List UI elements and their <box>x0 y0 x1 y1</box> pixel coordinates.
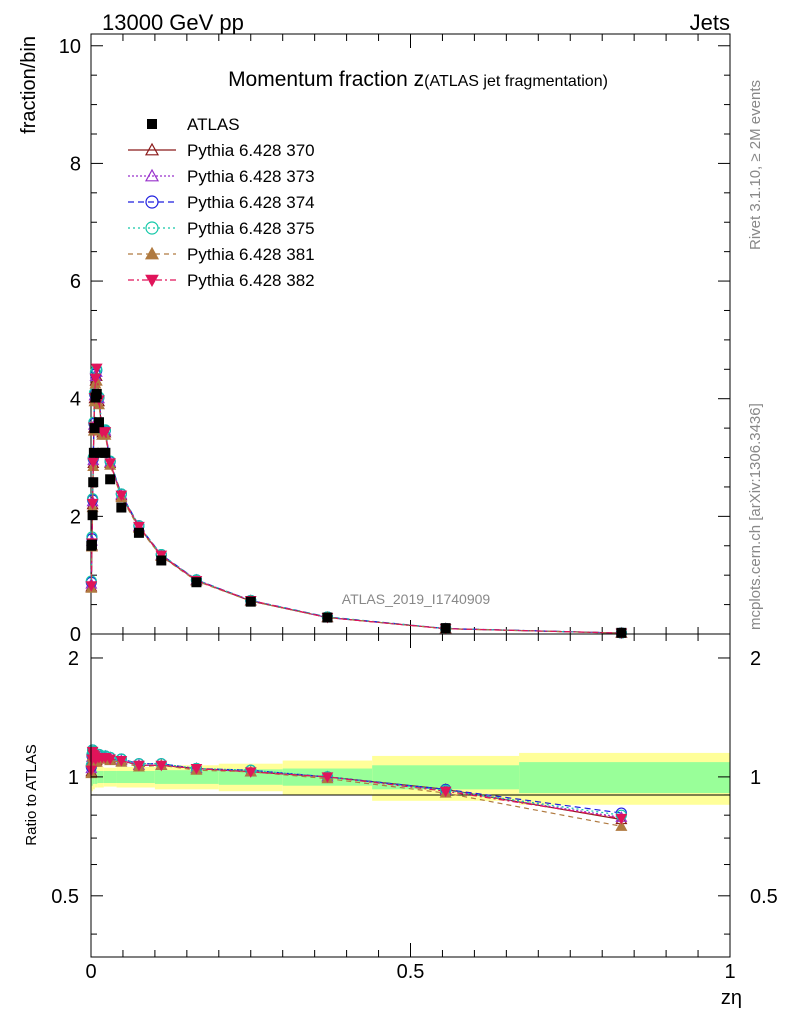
legend: ATLAS Pythia 6.428 370 Pythia 6.428 373 Pyt… <box>128 115 315 290</box>
atlas-data-point <box>86 539 97 550</box>
legend-series-label: Pythia 6.428 375 <box>187 219 315 238</box>
legend-series-marker <box>145 221 159 235</box>
legend-series-label: Pythia 6.428 381 <box>187 245 315 264</box>
mcplots-label: mcplots.cern.ch [arXiv:1306.3436] <box>747 403 764 630</box>
atlas-data-point <box>87 510 98 521</box>
main-y-tick-label: 6 <box>70 271 81 293</box>
ratio-series-point <box>244 767 257 778</box>
main-y-tick-label: 4 <box>70 389 81 411</box>
main-y-tick-label: 10 <box>59 36 81 58</box>
legend-series-label: Pythia 6.428 370 <box>187 141 315 160</box>
main-series-point <box>87 457 100 469</box>
atlas-data-point <box>440 623 451 634</box>
legend-series-marker <box>144 246 160 260</box>
main-data-layer <box>85 363 628 640</box>
atlas-data-point <box>245 596 256 607</box>
legend-atlas-label: ATLAS <box>187 115 240 134</box>
ratio-series-point <box>133 760 145 772</box>
atlas-data-point <box>322 612 333 623</box>
atlas-data-point <box>133 527 144 538</box>
ratio-series-point <box>104 754 117 766</box>
ratio-band-inner <box>116 770 155 784</box>
atlas-data-point <box>88 447 99 458</box>
main-y-label: fraction/bin <box>18 36 40 134</box>
ratio-x-tick-label: 1 <box>724 961 735 983</box>
legend-series-marker <box>144 142 160 156</box>
atlas-data-point <box>156 555 167 566</box>
legend-series-marker <box>144 168 160 182</box>
main-series-point <box>133 521 145 533</box>
main-series-point <box>104 458 117 469</box>
ratio-y-tick-label: 2 <box>68 648 79 670</box>
ratio-band-inner <box>103 770 117 784</box>
legend-series-label: Pythia 6.428 373 <box>187 167 315 186</box>
main-y-axis: 0 2 4 6 8 10 <box>59 36 730 646</box>
main-series-point <box>115 490 128 502</box>
ratio-x-axis: 0 0.5 1 <box>85 634 736 983</box>
ratio-y-tick-label-right: 2 <box>750 648 761 670</box>
main-series-point <box>99 427 112 438</box>
legend-series-label: Pythia 6.428 374 <box>187 193 315 212</box>
main-y-tick-label: 8 <box>70 153 81 175</box>
atlas-data-point <box>93 417 104 428</box>
ratio-band-inner <box>519 762 730 794</box>
ratio-x-tick-label: 0.5 <box>397 961 425 983</box>
ratio-series-point <box>115 756 128 767</box>
ratio-y-tick-label-right: 0.5 <box>750 886 778 908</box>
main-series-point <box>86 498 99 510</box>
header-jets: Jets <box>690 10 730 35</box>
ratio-series-point <box>190 764 203 775</box>
ratio-y-axis: 0.5 0.5 1 1 2 2 <box>51 648 778 935</box>
main-y-tick-label: 2 <box>70 506 81 528</box>
atlas-data-point <box>616 627 627 638</box>
main-title-text: Momentum fraction z <box>228 68 424 91</box>
ratio-uncertainty-bands <box>91 752 730 805</box>
ratio-y-tick-label: 1 <box>68 767 79 789</box>
atlas-data-point <box>100 447 111 458</box>
rivet-version-label: Rivet 3.1.10, ≥ 2M events <box>747 80 764 250</box>
main-series-point <box>90 363 103 375</box>
legend-atlas-marker <box>147 119 157 129</box>
legend-series-marker <box>145 274 159 288</box>
main-title: Momentum fraction z(ATLAS jet fragmentat… <box>228 68 608 91</box>
ratio-series-point <box>615 820 628 831</box>
main-series-point <box>89 373 102 385</box>
ratio-y-tick-label: 0.5 <box>51 886 79 908</box>
ratio-band-inner <box>154 770 219 784</box>
legend-series-label: Pythia 6.428 382 <box>187 271 315 290</box>
header-energy: 13000 GeV pp <box>102 10 244 35</box>
ratio-x-label: zη <box>721 987 742 1009</box>
atlas-data-point <box>88 477 99 488</box>
main-y-tick-label: 0 <box>70 624 81 646</box>
ratio-series-point <box>615 813 628 825</box>
ratio-series-point <box>321 772 334 783</box>
analysis-watermark: ATLAS_2019_I1740909 <box>342 591 491 607</box>
atlas-data-point <box>105 474 116 485</box>
ratio-y-label: Ratio to ATLAS <box>23 744 40 845</box>
ratio-series-point <box>155 760 168 772</box>
atlas-data-point <box>89 423 100 434</box>
ratio-series-point <box>439 786 452 798</box>
atlas-data-point <box>91 389 102 399</box>
ratio-y-tick-label-right: 1 <box>750 767 761 789</box>
main-series-point <box>85 581 98 592</box>
legend-series-marker <box>145 195 159 209</box>
atlas-data-point <box>191 577 202 588</box>
main-title-suffix: (ATLAS jet fragmentation) <box>424 73 608 90</box>
main-x-axis <box>90 34 731 634</box>
atlas-data-point <box>116 502 127 513</box>
ratio-x-tick-label: 0 <box>85 961 96 983</box>
